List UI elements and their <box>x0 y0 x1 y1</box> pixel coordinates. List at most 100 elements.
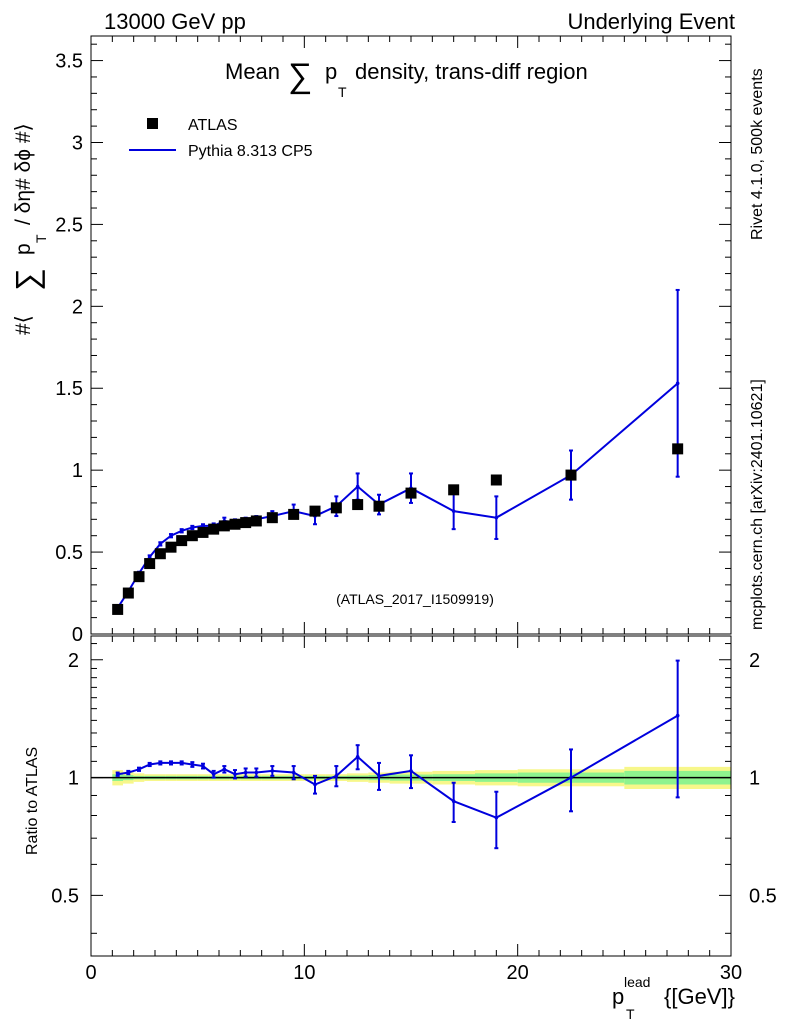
main-y-tick-label: 3 <box>72 132 83 154</box>
ratio-point <box>169 761 173 765</box>
ratio-point <box>201 764 205 768</box>
ylabel-sum-symbol: ∑ <box>9 268 45 291</box>
atlas-data-point <box>250 515 262 527</box>
xlabel-t-subscript: T <box>626 1006 635 1022</box>
title-p: p <box>325 59 337 84</box>
legend-atlas-marker <box>147 118 158 129</box>
header-right: Underlying Event <box>567 9 735 34</box>
title-mean: Mean <box>225 59 280 84</box>
pythia-point <box>190 525 195 530</box>
atlas-data-point <box>186 530 198 542</box>
ratio-point <box>451 799 456 804</box>
pythia-point <box>355 484 360 489</box>
atlas-data-point <box>229 518 241 530</box>
ylabel-open: #⟨ <box>12 315 35 335</box>
ratio-point <box>334 774 339 778</box>
main-y-axis-label: #⟨ ∑ p T / δη# δϕ #⟩ <box>9 123 49 335</box>
atlas-data-point <box>266 512 278 524</box>
main-y-tick-label: 2 <box>72 296 83 318</box>
main-y-tick-label: 3.5 <box>55 51 83 73</box>
rivet-label: Rivet 4.1.0, 500k events <box>749 68 766 240</box>
ratio-point <box>147 762 152 767</box>
atlas-data-point <box>112 603 124 615</box>
ylabel-p: p <box>12 243 35 255</box>
atlas-data-point <box>330 502 342 514</box>
x-tick-label: 20 <box>507 962 529 984</box>
pythia-point <box>201 524 205 528</box>
ratio-panel: 0.5 1 2 0.5 1 2 0 10 20 30 <box>51 635 777 984</box>
ratio-point <box>355 754 360 759</box>
pythia-point <box>158 542 163 546</box>
pythia-point <box>179 528 184 533</box>
mcplots-label: mcplots.cern.ch [arXiv:2401.10621] <box>749 379 766 630</box>
atlas-data-point <box>165 541 177 553</box>
pythia-line <box>116 382 679 609</box>
atlas-data-point <box>448 484 460 496</box>
ylabel-rest: / δη# δϕ #⟩ <box>12 123 35 225</box>
atlas-data-point <box>672 443 684 455</box>
x-tick-label: 0 <box>85 962 96 984</box>
atlas-data-point <box>490 474 502 486</box>
x-tick-label: 10 <box>293 962 315 984</box>
plot-title: Mean ∑ p T density, trans-diff region <box>225 57 588 100</box>
ratio-point <box>291 770 296 775</box>
main-y-tick-label: 0 <box>72 624 83 646</box>
main-y-tick-label: 2.5 <box>55 214 83 236</box>
x-tick-label: 30 <box>720 962 742 984</box>
main-panel: 0 0.5 1 1.5 2 2.5 3 3.5 <box>55 35 732 646</box>
xlabel-unit: {[GeV]} <box>664 984 735 1009</box>
pythia-point <box>494 515 499 520</box>
ratio-point <box>126 770 131 775</box>
title-rest: density, trans-diff region <box>355 59 588 84</box>
atlas-data-point <box>352 499 364 511</box>
ratio-point <box>254 770 259 775</box>
header-left: 13000 GeV pp <box>104 9 246 34</box>
pythia-point <box>169 533 173 538</box>
atlas-data-point <box>288 508 300 520</box>
ratio-point <box>494 815 499 820</box>
pythia-point <box>675 381 680 386</box>
atlas-data-point <box>176 535 188 547</box>
main-y-tick-label: 1.5 <box>55 378 83 400</box>
ratio-y-tick-label-right: 2 <box>749 650 760 672</box>
ratio-frame <box>90 635 732 957</box>
ylabel-t-subscript: T <box>33 234 49 243</box>
atlas-data-point <box>122 587 134 599</box>
atlas-data-point <box>144 558 156 570</box>
ratio-y-axis-label: Ratio to ATLAS <box>24 747 41 855</box>
ratio-point <box>179 761 184 765</box>
pythia-point <box>451 509 456 513</box>
ratio-y-tick-label: 2 <box>68 650 79 672</box>
ratio-point <box>243 770 248 775</box>
xlabel-lead-superscript: lead <box>624 974 650 990</box>
atlas-data-point <box>218 520 230 532</box>
ratio-y-tick-label: 0.5 <box>51 885 79 907</box>
atlas-data-point <box>309 505 321 517</box>
analysis-watermark: (ATLAS_2017_I1509919) <box>336 591 494 607</box>
ratio-point <box>569 775 573 780</box>
title-sum-symbol: ∑ <box>288 57 312 95</box>
atlas-data-point <box>565 469 577 481</box>
atlas-data-point <box>197 526 209 538</box>
ratio-point <box>137 767 141 772</box>
xlabel-p: p <box>612 984 624 1009</box>
ratio-point <box>222 767 227 772</box>
ratio-point <box>233 772 237 777</box>
x-axis-label: p T lead {[GeV]} <box>612 974 735 1022</box>
ratio-y-tick-label-right: 1 <box>749 768 760 790</box>
legend-pythia-label: Pythia 8.313 CP5 <box>188 143 313 160</box>
legend-atlas-label: ATLAS <box>188 117 238 134</box>
ratio-point <box>115 772 120 777</box>
ratio-point <box>313 782 317 787</box>
title-t-subscript: T <box>338 84 347 100</box>
atlas-data-point <box>373 500 385 512</box>
legend: ATLAS Pythia 8.313 CP5 <box>129 117 313 160</box>
ratio-point <box>377 774 381 778</box>
pythia-point <box>147 555 152 559</box>
main-y-tick-label: 0.5 <box>55 542 83 564</box>
main-y-tick-label: 1 <box>72 460 83 482</box>
atlas-data-point <box>208 523 220 535</box>
ratio-point <box>158 761 163 765</box>
atlas-data-point <box>133 571 145 583</box>
